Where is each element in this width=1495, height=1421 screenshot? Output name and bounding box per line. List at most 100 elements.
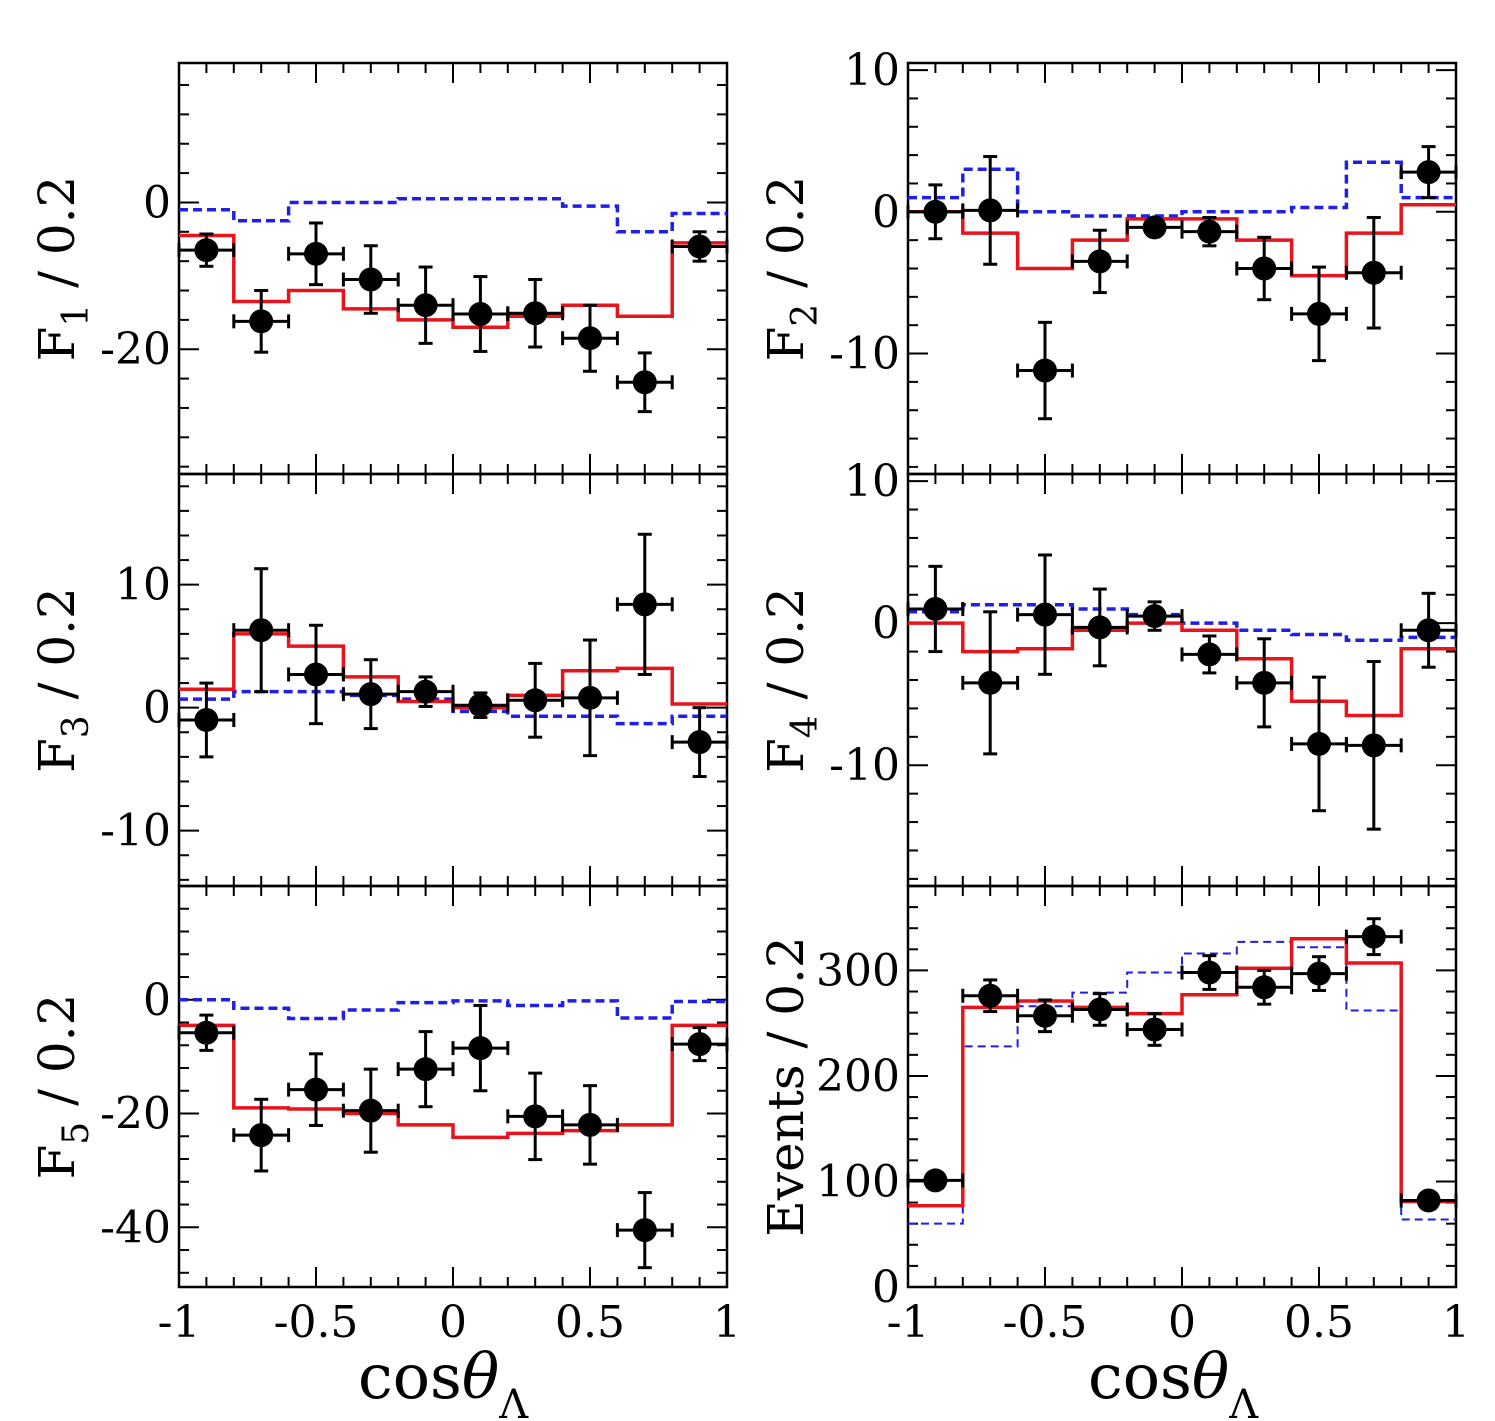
- y-tick-label: 0: [143, 683, 171, 734]
- data-point: [358, 267, 383, 292]
- y-axis-title-main: F: [757, 327, 815, 362]
- data-point: [1307, 961, 1331, 986]
- data-point: [194, 238, 219, 263]
- y-axis-title: F5 / 0.2: [28, 994, 97, 1180]
- data-point: [304, 662, 328, 687]
- y-tick-label: 0: [143, 975, 171, 1026]
- x-tick-label: 0: [1168, 1297, 1196, 1348]
- fit-total-histogram: [908, 937, 1456, 1208]
- y-tick-label: 0: [872, 1262, 900, 1313]
- data-point: [468, 1036, 493, 1061]
- data-point: [358, 1098, 383, 1123]
- y-tick-label: -10: [100, 806, 171, 857]
- data-point: [358, 682, 383, 707]
- data-point: [413, 293, 438, 318]
- y-tick-label: 0: [872, 187, 900, 238]
- y-axis-title-main: F: [28, 738, 86, 773]
- panel-F5: 0 -20 -40 -1 -0.5 0 0.5 1 F5 / 0.2: [28, 884, 741, 1348]
- data-point: [1197, 960, 1222, 985]
- y-tick-label: 300: [816, 945, 900, 996]
- data-point: [249, 618, 274, 643]
- fit-total-histogram: [179, 233, 727, 329]
- y-tick-label: -10: [829, 329, 900, 380]
- data-point: [194, 1020, 219, 1045]
- y-axis-title-sub: 5: [56, 1122, 97, 1145]
- component-histogram: [179, 998, 727, 1021]
- x-tick-label: 1: [1442, 1297, 1470, 1348]
- x-tick-label: -1: [887, 1297, 930, 1348]
- data-point: [978, 670, 1003, 695]
- y-axis-title-main: F: [28, 327, 86, 362]
- data-point: [1252, 256, 1277, 281]
- data-point: [523, 688, 548, 713]
- data-point: [1087, 615, 1112, 640]
- data-point: [578, 326, 602, 351]
- y-axis-title-sub: 1: [56, 304, 97, 327]
- data-point: [578, 1112, 602, 1137]
- y-tick-label: -20: [100, 324, 171, 375]
- data-point: [632, 1218, 657, 1243]
- x-axis-title-left: cosθΛ: [358, 1340, 529, 1421]
- y-axis-title: F4 / 0.2: [757, 587, 826, 773]
- component-histogram: [908, 940, 1456, 1225]
- data-point: [1087, 249, 1112, 274]
- data-point: [923, 596, 948, 621]
- data-point: [1361, 924, 1386, 949]
- y-axis-title: F3 / 0.2: [28, 587, 97, 773]
- x-tick-label: -0.5: [1003, 1297, 1088, 1348]
- data-point: [1197, 219, 1222, 244]
- data-point: [413, 679, 438, 704]
- data-point: [687, 730, 712, 755]
- data-point: [194, 707, 219, 732]
- y-axis-title-sub: 3: [56, 715, 97, 738]
- data-point: [1361, 733, 1386, 758]
- y-tick-label: 10: [844, 45, 900, 96]
- data-point: [1307, 301, 1331, 326]
- data-point: [249, 1123, 274, 1148]
- y-axis-title-rest: / 0.2: [28, 176, 86, 304]
- y-tick-label: -40: [100, 1202, 171, 1253]
- x-tick-label: 0: [439, 1297, 467, 1348]
- data-point: [923, 199, 948, 224]
- data-point: [249, 309, 274, 334]
- y-axis-title-main: Events / 0.2: [757, 936, 815, 1236]
- y-axis-title-sub: 2: [785, 304, 826, 327]
- y-axis-title-main: F: [28, 1145, 86, 1180]
- data-point: [468, 693, 493, 718]
- data-point: [978, 983, 1003, 1008]
- data-point: [523, 1104, 548, 1129]
- y-axis-title-rest: / 0.2: [28, 994, 86, 1122]
- data-point: [978, 198, 1003, 223]
- component-histogram: [179, 197, 727, 234]
- data-point: [1252, 975, 1277, 1000]
- y-axis-title-sub: 4: [785, 715, 826, 738]
- y-tick-label: 10: [115, 560, 171, 611]
- data-point: [1033, 358, 1057, 383]
- fit-total-histogram: [908, 621, 1456, 718]
- data-point: [1033, 602, 1057, 627]
- x-tick-label: -1: [158, 1297, 201, 1348]
- y-tick-label: 10: [844, 456, 900, 507]
- data-point: [687, 234, 712, 259]
- y-tick-label: -20: [100, 1089, 171, 1140]
- y-tick-label: -10: [829, 740, 900, 791]
- data-point: [1252, 670, 1277, 695]
- data-point: [632, 370, 657, 395]
- y-tick-label: 0: [872, 598, 900, 649]
- data-point: [413, 1057, 438, 1082]
- x-tick-label: 1: [713, 1297, 741, 1348]
- y-axis-title-rest: / 0.2: [757, 587, 815, 715]
- y-axis-title-rest: / 0.2: [757, 176, 815, 304]
- data-point: [468, 302, 493, 327]
- data-point: [632, 592, 657, 617]
- component-histogram: [908, 160, 1456, 218]
- y-axis-title: F2 / 0.2: [757, 176, 826, 362]
- data-point: [304, 1077, 328, 1102]
- data-point: [1142, 1017, 1167, 1042]
